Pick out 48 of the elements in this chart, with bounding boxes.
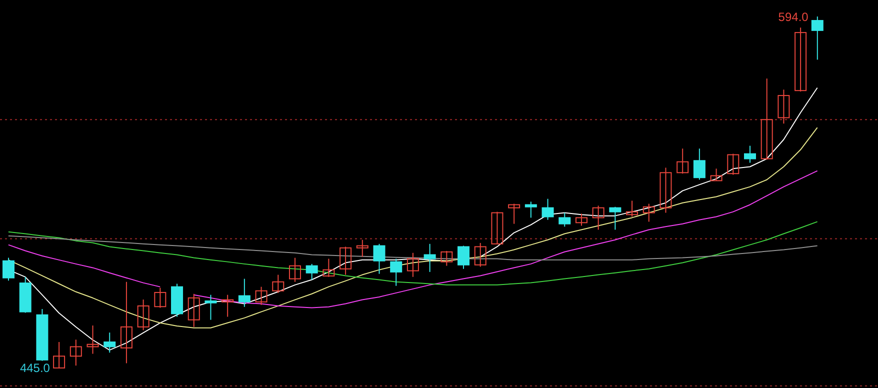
candlestick <box>204 294 217 320</box>
candlestick <box>458 245 470 270</box>
candlestick <box>744 145 756 164</box>
annotation: 594.0 <box>778 10 809 24</box>
candlestick <box>575 213 588 226</box>
candlestick <box>322 258 335 278</box>
candlestick <box>778 89 790 124</box>
candlestick <box>474 242 486 268</box>
candlestick <box>154 287 166 308</box>
candlestick <box>272 274 284 294</box>
candlestick <box>306 263 318 280</box>
candlestick <box>558 212 571 228</box>
candlestick <box>440 250 453 266</box>
candlestick <box>390 258 402 286</box>
candlestick <box>524 201 537 218</box>
candlestick <box>609 206 622 230</box>
candlestick <box>693 148 706 180</box>
candlestick <box>53 342 66 368</box>
candlestick <box>760 78 773 160</box>
candlestick <box>288 257 301 282</box>
candlestick <box>626 200 638 218</box>
candlestick <box>104 332 116 354</box>
candlestick <box>356 239 368 258</box>
candlestick <box>222 294 234 318</box>
candlestick <box>120 281 132 364</box>
candlestick <box>188 293 200 328</box>
candlestick <box>255 286 268 306</box>
candlestick <box>70 339 82 366</box>
candlestick <box>406 252 419 278</box>
candlestick <box>727 153 740 176</box>
candlestick <box>424 243 436 272</box>
candlestick <box>137 299 150 331</box>
candlestick <box>340 246 352 276</box>
candlestick <box>660 167 672 214</box>
candlestick <box>491 211 504 244</box>
candlestick <box>811 16 824 60</box>
candlestick <box>373 243 386 274</box>
candlestick <box>794 27 807 92</box>
candlestick <box>542 198 554 220</box>
candlestick <box>508 203 520 224</box>
candlestick <box>86 324 99 354</box>
candlestick <box>676 148 689 174</box>
candlestick <box>642 203 655 222</box>
candlestick <box>710 168 722 182</box>
annotation: 445.0 <box>20 361 50 376</box>
candlestick <box>592 205 604 230</box>
candlestick <box>238 278 250 308</box>
candlestick <box>2 257 14 282</box>
